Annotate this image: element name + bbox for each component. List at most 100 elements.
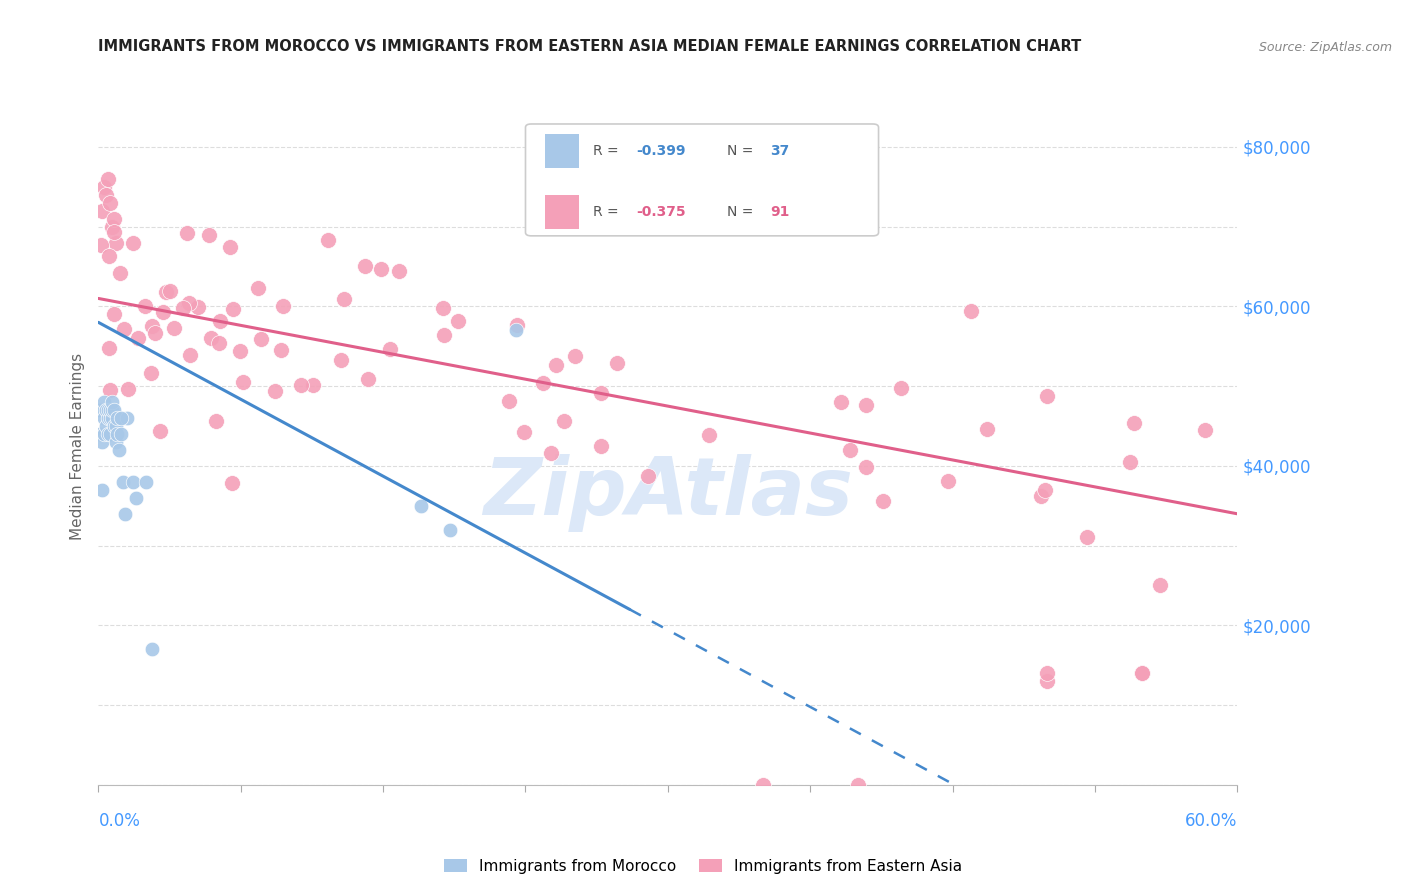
Point [846,778,869,792]
Point [752,778,775,792]
Text: R =: R = [593,205,623,219]
Point [302,378,325,392]
Point [637,468,659,483]
Point [179,295,201,310]
Point [103,211,125,226]
Point [89,427,111,442]
Text: -0.375: -0.375 [636,205,686,219]
Point [100,395,122,409]
Point [98,427,121,442]
Point [141,642,163,657]
Point [104,419,127,434]
Point [127,331,149,345]
Point [1119,455,1142,469]
Point [139,366,162,380]
Point [97,249,120,263]
Point [830,394,852,409]
Point [97,341,120,355]
Point [110,411,132,425]
Point [357,372,380,386]
Point [135,475,157,489]
Text: Source: ZipAtlas.com: Source: ZipAtlas.com [1258,40,1392,54]
Point [273,299,295,313]
Point [100,411,122,425]
Text: IMMIGRANTS FROM MOROCCO VS IMMIGRANTS FROM EASTERN ASIA MEDIAN FEMALE EARNINGS C: IMMIGRANTS FROM MOROCCO VS IMMIGRANTS FR… [98,38,1081,54]
Point [270,343,292,358]
Point [890,381,912,395]
Point [98,383,121,397]
Point [589,440,612,454]
Point [103,307,125,321]
Point [143,326,166,340]
Point [553,414,575,428]
Point [232,376,254,390]
Point [94,403,117,417]
Point [93,179,115,194]
Point [606,356,628,370]
Text: R =: R = [593,145,623,158]
Point [229,344,252,359]
Bar [546,134,579,168]
Point [219,240,242,254]
Point [1149,578,1171,592]
Point [290,377,312,392]
Point [112,475,135,489]
Point [107,427,129,442]
Point [134,299,156,313]
Point [1033,483,1056,497]
Text: -0.399: -0.399 [636,145,686,158]
Point [564,350,586,364]
Point [1194,423,1216,437]
Point [318,233,340,247]
Point [439,523,461,537]
Point [121,475,143,489]
Y-axis label: Median Female Earnings: Median Female Earnings [69,352,84,540]
Point [93,395,115,409]
Point [264,384,287,399]
Point [197,228,219,243]
Point [447,313,470,327]
Point [370,262,392,277]
Point [1123,416,1146,430]
Point [114,507,136,521]
Point [100,219,122,234]
Point [107,411,129,425]
Point [959,304,981,318]
Point [103,225,125,239]
Point [97,403,120,417]
Point [1132,666,1154,681]
Bar [546,195,579,229]
Point [378,342,401,356]
Point [697,428,720,442]
Text: ZipAtlas: ZipAtlas [482,454,853,533]
Point [1132,666,1154,681]
Point [855,398,877,412]
Text: 91: 91 [770,205,790,219]
Point [872,494,894,508]
Point [172,301,194,316]
Point [94,187,117,202]
Point [505,318,527,333]
Point [98,403,121,417]
Point [104,435,127,450]
Point [117,382,139,396]
Point [250,332,273,346]
Point [221,475,243,490]
Point [97,427,120,442]
Point [498,394,520,409]
Point [141,319,163,334]
Point [936,474,959,488]
Point [108,266,131,280]
Point [91,483,114,497]
Point [98,411,121,425]
Point [222,301,245,316]
Point [205,414,228,428]
Point [354,259,377,273]
Point [1036,666,1059,681]
Point [433,328,456,343]
Point [121,235,143,250]
Point [108,442,131,457]
Point [329,352,352,367]
Text: N =: N = [727,145,758,158]
Point [103,419,125,434]
